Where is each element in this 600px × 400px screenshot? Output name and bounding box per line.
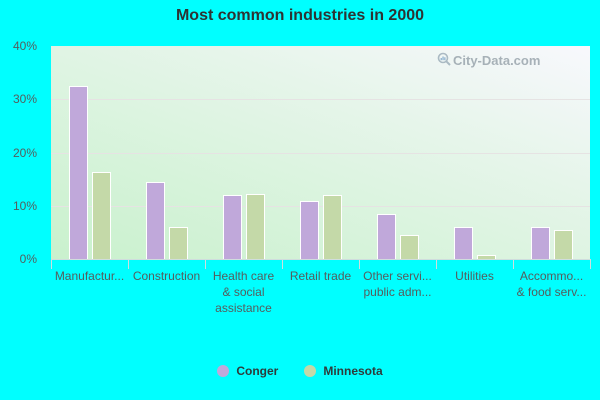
gridline — [51, 152, 590, 154]
bar-minnesota[interactable] — [476, 254, 496, 259]
plot-area — [51, 46, 590, 259]
x-tick-label: Utilities — [455, 269, 494, 283]
bar-minnesota[interactable] — [91, 172, 111, 259]
x-tick — [128, 259, 129, 269]
bar-conger[interactable] — [299, 200, 319, 259]
y-tick-label: 30% — [12, 92, 37, 107]
x-tick-label: Manufactur... — [54, 269, 125, 283]
bar-minnesota[interactable] — [399, 234, 419, 259]
y-tick-label: 20% — [12, 145, 37, 160]
x-tick-label: Retail trade — [289, 269, 352, 283]
x-tick — [513, 259, 514, 269]
x-tick — [282, 259, 283, 269]
bar-conger[interactable] — [222, 195, 242, 259]
bar-conger[interactable] — [530, 227, 550, 259]
x-tick — [205, 259, 206, 269]
watermark: City-Data.com — [437, 52, 540, 69]
bar-conger[interactable] — [453, 227, 473, 259]
bar-conger[interactable] — [68, 86, 88, 259]
bar-conger[interactable] — [145, 181, 165, 259]
x-axis-line — [51, 259, 590, 260]
y-tick-label: 0% — [19, 252, 37, 266]
legend-item-conger[interactable]: Conger — [217, 364, 278, 378]
gridline — [51, 99, 590, 101]
x-tick — [590, 259, 591, 269]
x-tick-label: Construction — [132, 269, 201, 283]
legend-label-minnesota: Minnesota — [323, 364, 383, 378]
y-tick-label: 40% — [12, 39, 37, 53]
x-tick-label: Health care & social assistance — [212, 269, 275, 315]
x-tick-label: Accommo... & food serv... — [516, 269, 587, 299]
bar-minnesota[interactable] — [168, 227, 188, 259]
legend-swatch-conger — [217, 365, 230, 377]
bar-minnesota[interactable] — [245, 194, 265, 259]
legend-item-minnesota[interactable]: Minnesota — [304, 364, 383, 378]
x-tick-label: Other servi... public adm... — [363, 269, 432, 299]
x-tick — [436, 259, 437, 269]
magnifier-chart-icon — [437, 52, 451, 69]
x-tick — [359, 259, 360, 269]
chart-title: Most common industries in 2000 — [175, 7, 425, 24]
watermark-text: City-Data.com — [453, 53, 541, 68]
bar-conger[interactable] — [376, 213, 396, 259]
gridline — [51, 205, 590, 207]
bar-minnesota[interactable] — [322, 195, 342, 259]
y-tick-label: 10% — [12, 198, 37, 213]
legend: Conger Minnesota — [0, 364, 600, 378]
x-tick — [51, 259, 52, 269]
legend-label-conger: Conger — [236, 364, 279, 378]
legend-swatch-minnesota — [304, 365, 317, 377]
bar-minnesota[interactable] — [553, 229, 573, 259]
